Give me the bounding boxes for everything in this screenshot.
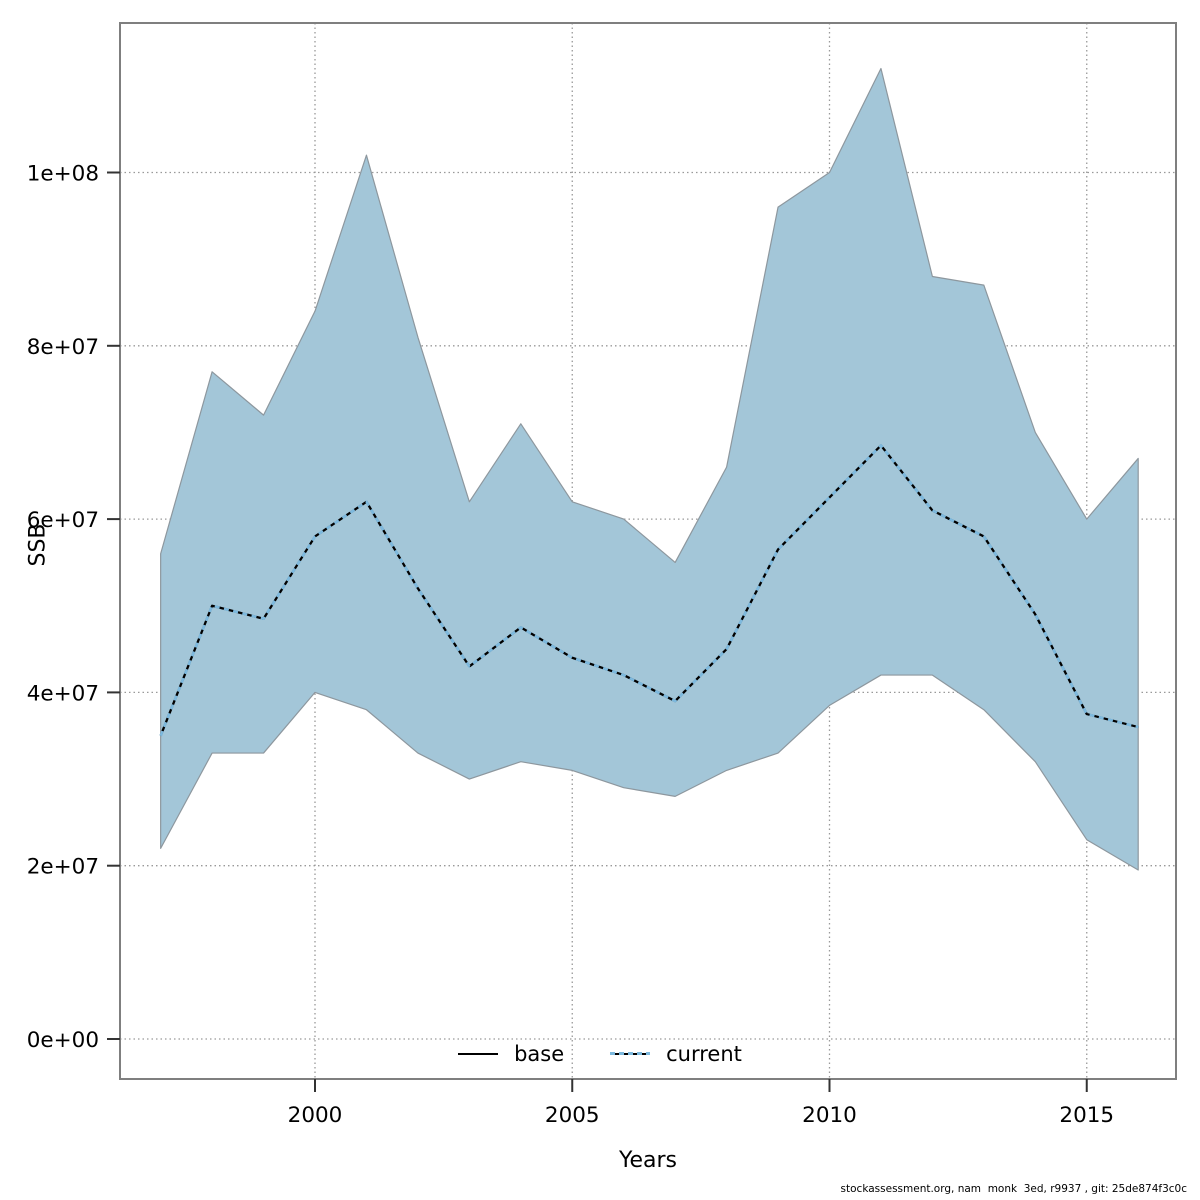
x-axis-title: Years (618, 1148, 678, 1173)
confidence-ribbon (160, 67, 1139, 871)
current-series-line (159, 444, 1139, 737)
y-tick-label: 1e+08 (27, 162, 99, 187)
ci-ribbon-polygon (160, 67, 1139, 871)
axis-tick-labels: 0e+00 2e+07 4e+07 6e+07 8e+07 1e+08 2000 2005 20… (27, 162, 1114, 1129)
footer-attribution: stockassessment.org, nam monk 3ed, r9937… (840, 1183, 1187, 1195)
axis-ticks (107, 171, 1088, 1092)
y-tick-label: 0e+00 (27, 1028, 99, 1053)
y-tick-label: 8e+07 (27, 335, 99, 360)
x-tick-label: 2010 (802, 1103, 857, 1128)
data-series (159, 444, 1139, 737)
x-tick-label: 2005 (545, 1103, 600, 1128)
y-tick-label: 4e+07 (27, 681, 99, 706)
y-axis-title: SSB (25, 523, 51, 567)
y-tick-label: 6e+07 (27, 508, 99, 533)
plot-border (119, 22, 1177, 1080)
x-tick-label: 2015 (1059, 1103, 1114, 1128)
y-tick-label: 2e+07 (27, 855, 99, 880)
x-tick-label: 2000 (288, 1103, 343, 1128)
